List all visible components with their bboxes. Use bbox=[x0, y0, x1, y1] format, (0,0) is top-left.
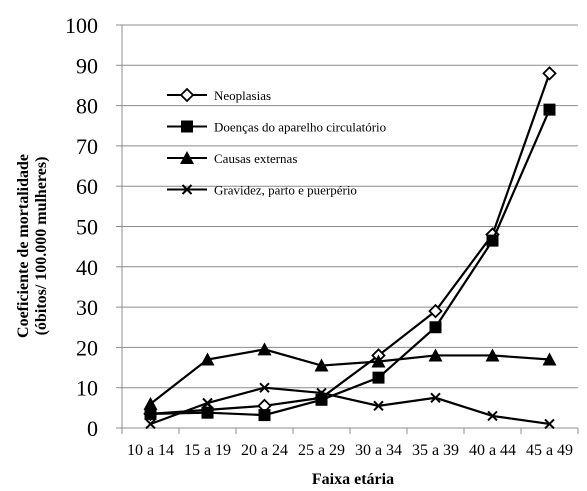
series-line bbox=[150, 386, 550, 426]
data-point bbox=[430, 392, 441, 403]
data-point bbox=[202, 397, 213, 409]
x-tick-label: 20 a 24 bbox=[241, 442, 288, 459]
series-4 bbox=[145, 382, 555, 430]
y-tick-labels: 0 10 20 30 40 50 60 70 80 90 100 bbox=[65, 13, 98, 441]
legend-marker bbox=[180, 151, 194, 164]
data-point bbox=[428, 303, 443, 319]
legend-entry: Causas externas bbox=[167, 151, 297, 166]
data-point bbox=[316, 387, 327, 399]
x-tick-label: 25 a 29 bbox=[298, 442, 345, 459]
data-point bbox=[428, 348, 443, 362]
legend-label: Doenças do aparelho circulatório bbox=[214, 120, 386, 135]
y-tick-label: 0 bbox=[87, 416, 98, 441]
data-point bbox=[259, 382, 270, 393]
legend: Neoplasias Doenças do aparelho circulatór… bbox=[167, 87, 386, 198]
data-point bbox=[544, 418, 555, 430]
legend-marker bbox=[181, 184, 193, 195]
y-tick-label: 10 bbox=[76, 376, 98, 401]
data-point bbox=[314, 358, 329, 372]
gridlines bbox=[122, 24, 578, 389]
x-tick-label: 45 a 49 bbox=[526, 442, 573, 459]
legend-label: Gravidez, parto e puerpério bbox=[214, 183, 357, 198]
series-line bbox=[149, 348, 550, 405]
y-tick-label: 20 bbox=[76, 335, 98, 360]
data-point bbox=[487, 410, 498, 422]
y-tick-label: 90 bbox=[76, 53, 98, 78]
data-point bbox=[485, 348, 500, 362]
data-point bbox=[143, 396, 158, 410]
x-tick-label: 30 a 34 bbox=[355, 442, 402, 459]
y-tick-label: 50 bbox=[76, 215, 98, 240]
y-tick-label: 80 bbox=[76, 94, 98, 119]
y-tick-label: 70 bbox=[76, 134, 98, 159]
y-tick-label: 100 bbox=[65, 13, 98, 38]
data-point bbox=[201, 406, 214, 419]
data-point bbox=[542, 352, 557, 366]
data-point bbox=[429, 321, 442, 334]
data-point bbox=[144, 407, 157, 420]
series-3 bbox=[143, 342, 557, 410]
legend-label: Causas externas bbox=[214, 151, 297, 166]
data-point bbox=[486, 234, 499, 247]
data-point bbox=[200, 352, 215, 366]
y-axis-title-line1: Coeficiente de mortalidade bbox=[15, 154, 32, 338]
data-point bbox=[145, 418, 156, 430]
data-point bbox=[372, 371, 385, 384]
x-tick-label: 40 a 44 bbox=[469, 442, 516, 459]
y-tick-label: 60 bbox=[76, 174, 98, 199]
series-line bbox=[150, 72, 551, 415]
legend-marker bbox=[181, 120, 193, 133]
legend-marker bbox=[179, 87, 195, 103]
data-point bbox=[371, 354, 386, 368]
data-point bbox=[543, 103, 556, 116]
y-tick-label: 40 bbox=[76, 255, 98, 280]
x-tick-label: 35 a 39 bbox=[412, 442, 459, 459]
data-point bbox=[315, 393, 328, 406]
data-point bbox=[258, 409, 271, 422]
data-point bbox=[373, 400, 384, 412]
legend-entry: Doenças do aparelho circulatório bbox=[167, 120, 386, 135]
legend-entry: Neoplasias bbox=[167, 87, 271, 103]
x-tick-labels: 10 a 14 15 a 19 20 a 24 25 a 29 30 a 34 35 a … bbox=[127, 442, 573, 459]
series-line bbox=[150, 109, 551, 417]
series-2 bbox=[144, 103, 556, 422]
axes bbox=[116, 24, 579, 434]
y-axis-title-line2: (óbitos/ 100.000 mulheres) bbox=[33, 157, 50, 336]
x-tick-label: 15 a 19 bbox=[184, 442, 231, 459]
data-point bbox=[257, 342, 272, 356]
legend-label: Neoplasias bbox=[214, 88, 271, 103]
series-group bbox=[143, 66, 557, 430]
x-axis-title: Faixa etária bbox=[312, 471, 394, 488]
x-tick-label: 10 a 14 bbox=[127, 442, 174, 459]
y-tick-label: 30 bbox=[76, 295, 98, 320]
legend-entry: Gravidez, parto e puerpério bbox=[167, 183, 357, 198]
data-point bbox=[542, 66, 557, 81]
